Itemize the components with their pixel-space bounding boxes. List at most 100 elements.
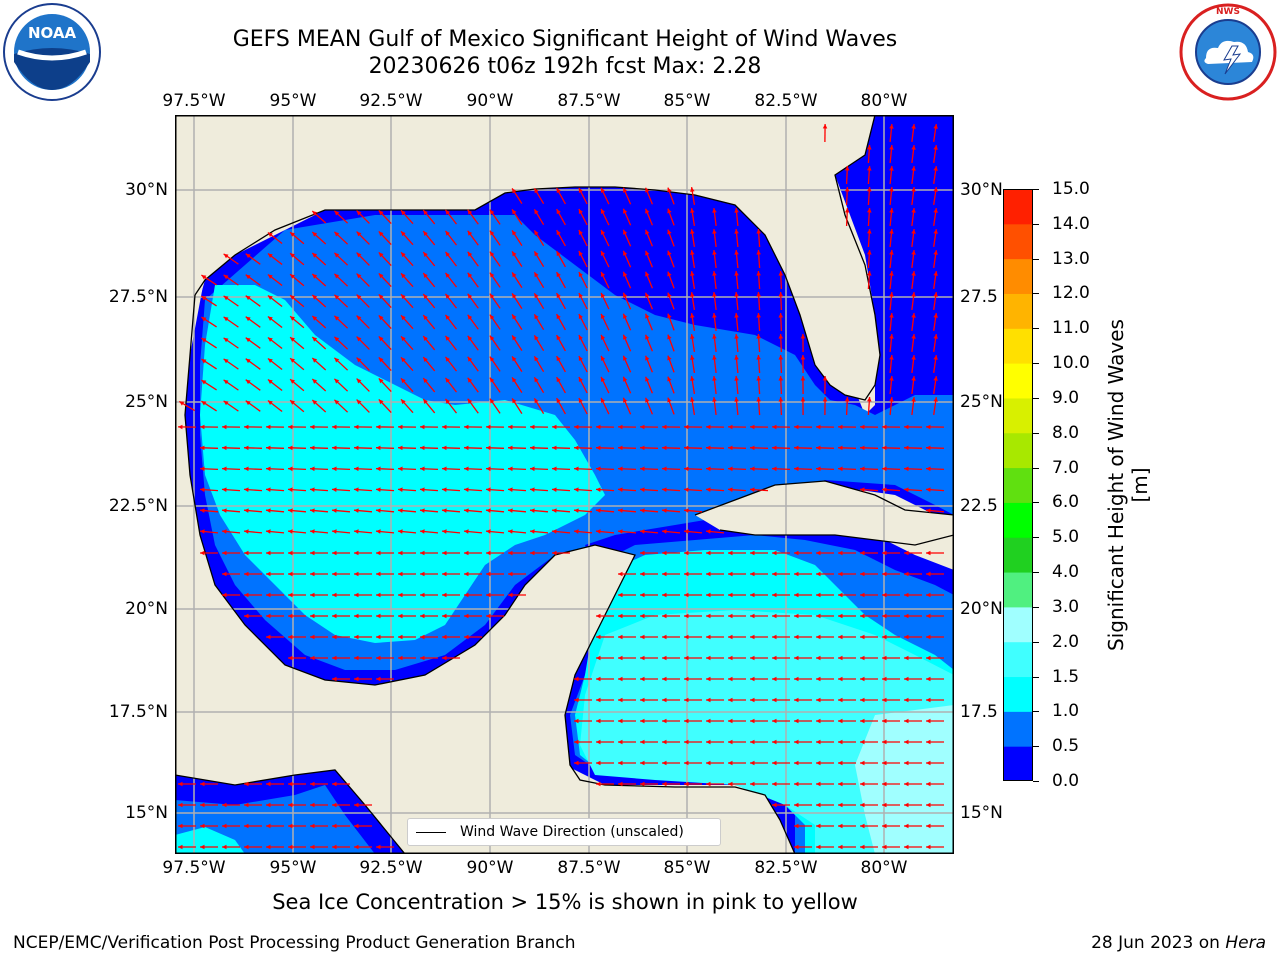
wind-wave-arrowhead [838,613,843,619]
wind-wave-arrowhead [508,571,513,577]
wind-wave-arrowhead [378,210,384,216]
wind-wave-arrowhead [312,358,318,363]
wind-wave-arrowhead [860,424,865,430]
wind-wave-arrowhead [926,697,931,703]
wind-wave-arrowhead [734,355,739,360]
wind-wave-arrowhead [244,466,249,472]
wind-wave-arrowhead [244,487,249,492]
coastline [175,115,954,854]
wind-wave-arrowhead [816,781,821,787]
wind-wave-arrowhead [552,445,557,451]
wind-wave-arrowhead [223,337,229,343]
wind-wave-arrowhead [420,634,425,640]
wind-wave-arrowhead [838,571,843,577]
wind-wave-arrowhead [420,571,425,577]
wind-wave-arrowhead [684,424,689,430]
wind-wave-arrowhead [512,230,517,236]
wind-wave-arrowhead [508,592,513,598]
wind-wave-arrowhead [706,697,711,703]
wind-wave-arrowhead [794,466,799,472]
wind-wave-arrowhead [838,718,843,724]
wind-wave-arrowhead [623,376,628,382]
wind-wave-arrowhead [578,335,583,340]
wind-wave-arrowhead [398,634,403,640]
wind-wave-arrowhead [244,781,249,787]
wind-wave-arrowhead [266,508,271,513]
wind-wave-arrowhead [623,355,628,361]
wind-wave-arrowhead [838,697,843,703]
colorbar-cell [1003,328,1033,364]
wind-wave-arrowhead [445,314,450,320]
wind-wave-arrowhead [401,294,406,300]
wind-wave-arrowhead [904,739,909,745]
wind-wave-arrowhead [534,356,539,362]
wind-wave-arrowhead [706,781,711,787]
colorbar-tick-label: 7.0 [1052,457,1080,478]
wind-wave-arrowhead [467,209,473,215]
wind-wave-arrowhead [640,676,645,682]
wind-wave-arrowhead [310,844,315,850]
wind-wave-arrowhead [816,676,821,682]
wind-wave-arrowhead [223,295,229,301]
wind-wave-arrowhead [420,508,425,513]
wind-wave-arrowhead [889,124,894,129]
wind-wave-arrowhead [398,613,403,619]
wind-wave-arrowhead [354,550,359,556]
svg-text:NOAA: NOAA [28,24,77,42]
wind-wave-arrowhead [574,445,579,451]
wind-wave-arrowhead [794,823,799,829]
wind-wave-arrowhead [816,445,821,451]
wind-wave-arrowhead [667,271,672,277]
wind-wave-arrowhead [750,571,755,577]
wind-wave-arrowhead [423,399,428,404]
wind-wave-arrowhead [200,823,205,829]
wind-wave-arrowhead [312,337,318,342]
wind-wave-arrowhead [794,802,799,808]
wind-wave-arrowhead [376,676,381,682]
wind-wave-arrowhead [860,781,865,787]
wind-wave-arrowhead [662,529,667,534]
wind-wave-arrowhead [489,293,495,299]
svg-text:NWS: NWS [1216,7,1240,17]
wind-wave-arrowhead [398,655,403,661]
wind-wave-arrowhead [712,271,717,276]
wind-wave-arrowhead [244,823,249,829]
wind-wave-arrowhead [574,739,579,745]
wind-wave-arrowhead [772,592,777,598]
wind-wave-arrowhead [911,334,916,339]
wind-wave-arrowhead [354,466,359,472]
wind-wave-arrowhead [267,358,273,363]
wind-wave-arrowhead [310,655,315,661]
wind-wave-arrowhead [578,356,583,361]
wind-wave-arrowhead [926,739,931,745]
wind-wave-arrowhead [712,313,717,318]
wind-wave-arrowhead [288,823,293,829]
wind-wave-arrowhead [223,316,229,322]
colorbar-cell [1003,397,1033,434]
wind-wave-arrowhead [911,250,916,255]
wind-wave-arrowhead [750,487,755,492]
wind-wave-arrowhead [882,466,887,472]
wind-wave-arrowhead [376,445,381,451]
wind-wave-arrowhead [728,487,733,492]
wind-wave-arrowhead [222,571,227,577]
wind-wave-arrowhead [398,466,403,472]
wind-wave-arrowhead [816,634,821,640]
wind-wave-arrowhead [889,355,894,360]
wind-wave-arrowhead [442,571,447,577]
wind-wave-arrowhead [794,676,799,682]
wind-wave-arrowhead [734,271,739,276]
wind-wave-arrowhead [420,655,425,661]
lon-label-bottom: 92.5°W [359,858,423,878]
wind-wave-arrowhead [378,336,384,342]
wind-wave-arrowhead [445,377,450,383]
wind-wave-arrowhead [464,508,469,513]
wind-wave-arrowhead [512,398,517,404]
wind-wave-arrowhead [534,209,539,215]
wind-wave-arrowhead [489,398,495,404]
wind-wave-arrowhead [423,231,428,236]
wind-wave-arrowhead [442,424,447,430]
wind-wave-arrowhead [882,739,887,745]
colorbar-tick-label: 8.0 [1052,422,1080,443]
wind-wave-arrowhead [662,760,667,766]
